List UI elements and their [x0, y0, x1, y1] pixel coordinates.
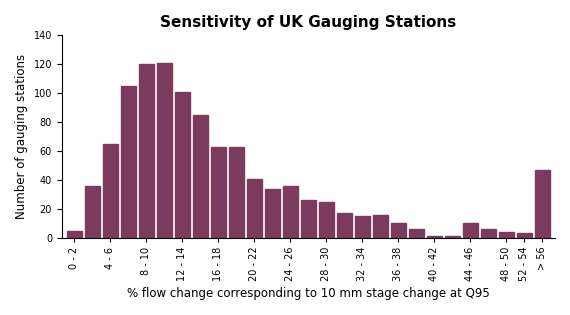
Bar — [85, 186, 100, 238]
Bar — [355, 216, 370, 238]
Bar — [103, 144, 118, 238]
Bar — [499, 232, 514, 238]
Bar — [229, 147, 244, 238]
Bar — [409, 229, 424, 238]
Bar — [427, 236, 442, 238]
Title: Sensitivity of UK Gauging Stations: Sensitivity of UK Gauging Stations — [160, 15, 457, 30]
Bar — [67, 231, 82, 238]
Bar — [391, 223, 406, 238]
Bar — [247, 179, 262, 238]
Bar — [264, 189, 280, 238]
Bar — [535, 170, 550, 238]
Bar — [373, 215, 388, 238]
Bar — [337, 213, 352, 238]
Bar — [517, 233, 532, 238]
Bar — [319, 202, 334, 238]
Bar — [121, 86, 136, 238]
Bar — [157, 63, 172, 238]
Bar — [283, 186, 298, 238]
Bar — [481, 229, 496, 238]
Bar — [211, 147, 226, 238]
Bar — [139, 64, 154, 238]
Y-axis label: Number of gauging stations: Number of gauging stations — [15, 54, 28, 219]
Bar — [463, 223, 478, 238]
Bar — [193, 115, 208, 238]
Bar — [445, 236, 460, 238]
Bar — [301, 200, 316, 238]
Bar — [175, 92, 190, 238]
X-axis label: % flow change corresponding to 10 mm stage change at Q95: % flow change corresponding to 10 mm sta… — [127, 287, 490, 300]
